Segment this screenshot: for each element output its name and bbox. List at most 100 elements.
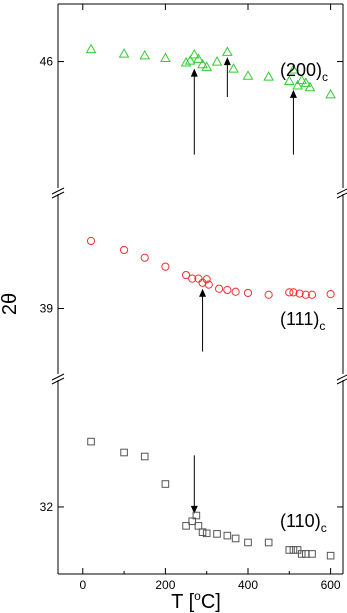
data-point-square xyxy=(297,550,306,558)
axis-break-mark xyxy=(336,374,347,381)
data-point-triangle xyxy=(211,56,223,66)
data-point-square xyxy=(192,511,201,520)
data-point-square xyxy=(308,550,316,558)
axis-break-mark xyxy=(336,188,347,195)
data-point-square xyxy=(202,529,211,538)
data-point-square xyxy=(87,437,95,446)
data-point-circle xyxy=(231,287,240,296)
data-point-square xyxy=(244,538,252,547)
data-point-circle xyxy=(194,274,203,283)
data-point-triangle xyxy=(304,81,316,92)
data-point-triangle xyxy=(242,70,254,80)
x-axis: 0 200 400 600 xyxy=(79,4,341,592)
x-axis-label-end: C] xyxy=(201,591,221,613)
data-point-square xyxy=(182,522,190,530)
data-point-triangle xyxy=(263,71,275,81)
data-point-circle xyxy=(264,290,273,299)
data-point-triangle xyxy=(139,49,151,60)
plot-frame xyxy=(51,3,347,575)
data-point-triangle xyxy=(300,77,312,87)
y-tick-label: 39 xyxy=(40,301,54,315)
data-point-triangle xyxy=(118,48,130,58)
y-tick-label: 32 xyxy=(40,500,54,514)
data-point-square xyxy=(213,530,221,538)
arrow-head xyxy=(223,57,231,66)
data-point-triangle xyxy=(184,55,196,65)
data-point-square xyxy=(289,546,298,554)
arrow-head xyxy=(199,288,207,297)
panel-label-main: (200) xyxy=(280,60,322,80)
data-point-triangle xyxy=(292,79,303,90)
arrow-head xyxy=(190,68,198,77)
data-point-square xyxy=(120,448,128,457)
data-point-square xyxy=(198,528,207,536)
data-point-circle xyxy=(243,288,253,298)
data-point-circle xyxy=(202,275,211,284)
arrow-head xyxy=(289,89,297,98)
panel-111: 39 (111)c xyxy=(40,236,343,352)
data-point-square xyxy=(302,550,310,558)
data-point-circle xyxy=(326,290,335,299)
panel-label-subscript: c xyxy=(319,319,325,333)
data-point-triangle xyxy=(197,58,208,69)
data-point-square xyxy=(293,546,302,554)
data-point-square xyxy=(231,534,240,543)
data-point-square xyxy=(285,546,294,554)
data-point-circle xyxy=(119,245,129,255)
panel-label-subscript: c xyxy=(321,521,327,535)
data-point-triangle xyxy=(201,61,213,71)
panel-label-main: (111) xyxy=(280,309,319,329)
chart-panels: 46 (200)c39(111)c32(110)c xyxy=(40,43,343,560)
x-tick-label: 400 xyxy=(238,578,258,592)
data-point-triangle xyxy=(188,48,200,59)
data-point-circle xyxy=(289,288,298,297)
x-tick-label: 200 xyxy=(155,578,175,592)
y-tick-label: 46 xyxy=(40,55,54,69)
data-point-circle xyxy=(161,262,170,271)
axis-break-mark xyxy=(51,373,65,381)
data-point-circle xyxy=(204,280,213,289)
data-point-square xyxy=(188,517,197,526)
panel-200: 46 (200)c xyxy=(40,43,343,155)
data-point-square xyxy=(223,531,232,540)
axis-break-mark xyxy=(336,378,347,385)
data-point-triangle xyxy=(296,74,308,85)
panel-label-main: (110) xyxy=(280,511,321,531)
axis-break-mark xyxy=(51,187,65,195)
data-point-circle xyxy=(188,274,197,283)
panel-110: 32 (110)c xyxy=(40,437,343,560)
data-point-circle xyxy=(214,284,224,293)
y-axis-label: 2θ xyxy=(0,293,21,315)
panel-label: (200)c xyxy=(280,60,328,84)
data-point-square xyxy=(326,551,335,560)
data-point-circle xyxy=(140,253,149,262)
x-axis-label: T [oC] xyxy=(171,589,221,613)
data-point-square xyxy=(264,538,273,547)
data-point-square xyxy=(161,480,170,488)
data-point-triangle xyxy=(283,75,295,86)
data-point-circle xyxy=(295,289,304,298)
data-point-square xyxy=(140,452,149,461)
axis-break-mark xyxy=(336,192,347,199)
data-point-triangle xyxy=(160,52,171,63)
arrow-head xyxy=(190,505,198,514)
data-point-triangle xyxy=(180,56,192,67)
panel-label: (111)c xyxy=(280,309,325,333)
data-point-triangle xyxy=(325,88,336,99)
x-axis-label-base: T [ xyxy=(171,591,194,613)
data-point-circle xyxy=(307,290,317,299)
data-point-triangle xyxy=(193,53,204,63)
panel-label: (110)c xyxy=(280,511,327,535)
data-point-circle xyxy=(181,270,191,280)
data-point-triangle xyxy=(228,63,239,73)
data-point-triangle xyxy=(288,64,299,74)
data-point-triangle xyxy=(221,46,233,56)
x-axis-label-sup: o xyxy=(194,589,201,603)
data-point-triangle xyxy=(85,43,97,54)
data-point-circle xyxy=(86,236,96,246)
axis-break-mark xyxy=(51,377,65,385)
data-point-square xyxy=(194,522,203,530)
x-tick-label: 600 xyxy=(321,578,341,592)
x-tick-label: 0 xyxy=(79,578,86,592)
